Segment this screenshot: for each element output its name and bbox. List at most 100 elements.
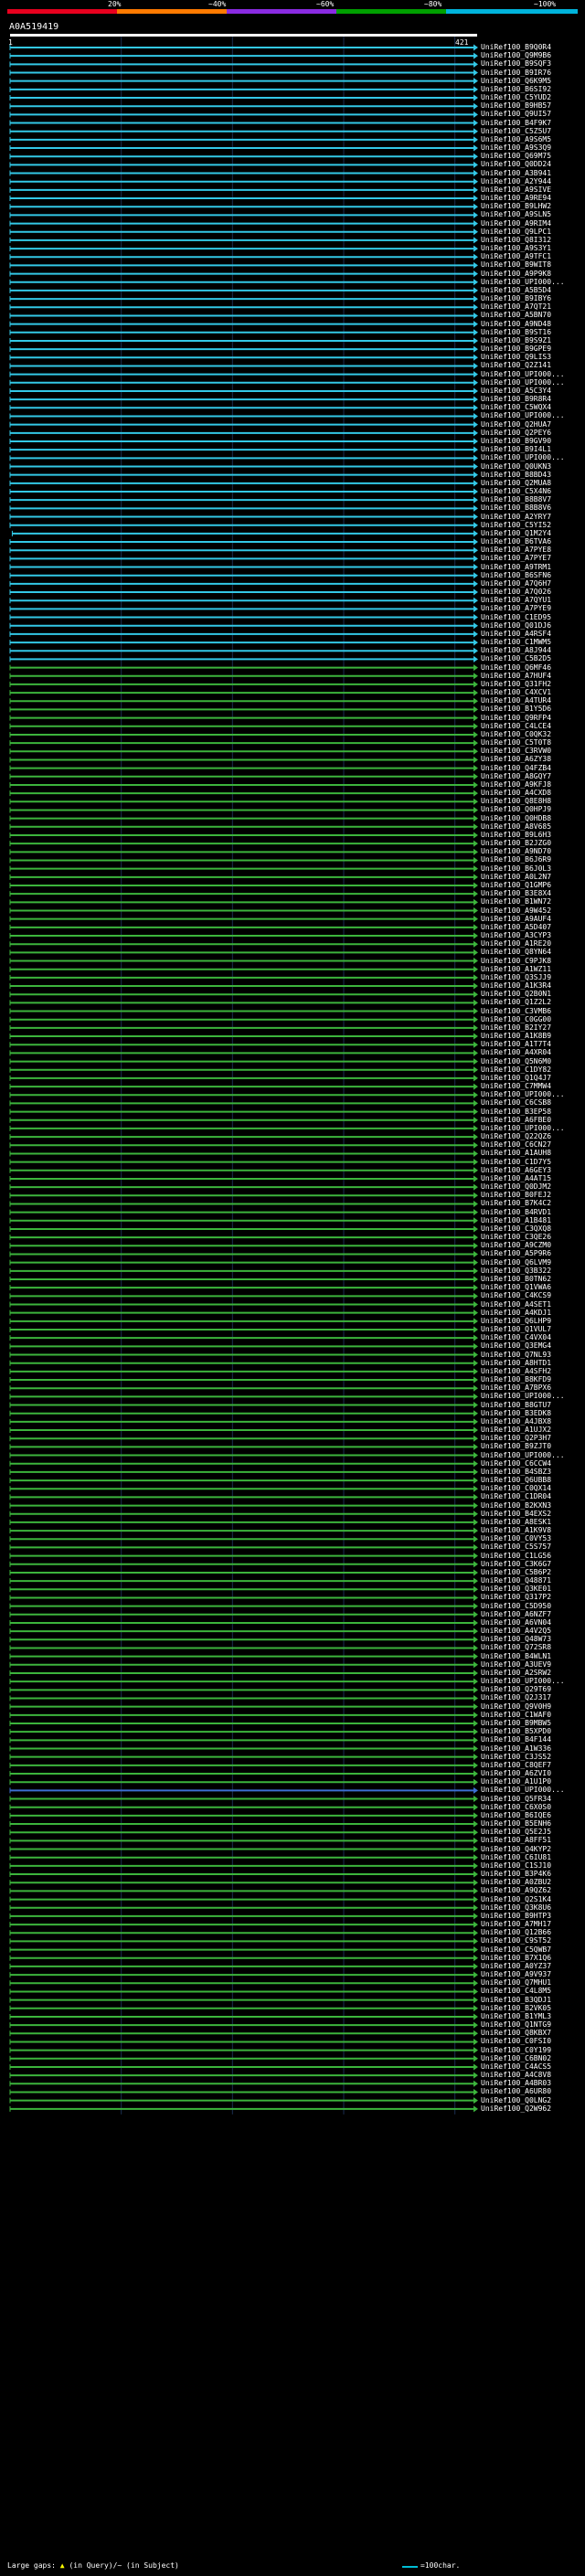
hit-row[interactable] — [9, 655, 478, 663]
hit-label[interactable]: UniRef100_Q2Z141 — [481, 361, 552, 370]
hit-row[interactable] — [9, 329, 478, 336]
hit-row[interactable] — [9, 1854, 478, 1861]
hit-label[interactable]: UniRef100_Q9M9B6 — [481, 51, 552, 60]
hit-row[interactable] — [9, 715, 478, 722]
hit-label[interactable]: UniRef100_B6TVA6 — [481, 537, 552, 546]
hit-row[interactable] — [9, 1535, 478, 1542]
hit-row[interactable] — [9, 2072, 478, 2079]
hit-label[interactable]: UniRef100_Q9UI57 — [481, 110, 552, 119]
hit-row[interactable] — [9, 1820, 478, 1828]
hit-label[interactable]: UniRef100_A1U1P0 — [481, 1777, 552, 1786]
hit-row[interactable] — [9, 60, 478, 68]
hit-label[interactable]: UniRef100_C6CN27 — [481, 1140, 552, 1150]
hit-label[interactable]: UniRef100_B3E8X4 — [481, 889, 552, 898]
hit-label[interactable]: UniRef100_A8FF51 — [481, 1836, 552, 1845]
hit-row[interactable] — [9, 555, 478, 562]
hit-row[interactable] — [9, 1167, 478, 1174]
hit-label[interactable]: UniRef100_B4EXS2 — [481, 1509, 552, 1518]
hit-label[interactable]: UniRef100_B2JZG0 — [481, 839, 552, 848]
hit-row[interactable] — [9, 1008, 478, 1015]
hit-row[interactable] — [9, 1426, 478, 1434]
hit-row[interactable] — [9, 1963, 478, 1970]
hit-label[interactable]: UniRef100_B3EDK8 — [481, 1408, 552, 1417]
hit-label[interactable]: UniRef100_C0QK32 — [481, 729, 552, 738]
hit-row[interactable] — [9, 2080, 478, 2087]
hit-row[interactable] — [9, 2005, 478, 2012]
hit-row[interactable] — [9, 597, 478, 604]
hit-row[interactable] — [9, 681, 478, 688]
hit-label[interactable]: UniRef100_B2KXN3 — [481, 1500, 552, 1510]
hit-row[interactable] — [9, 1267, 478, 1275]
hit-row[interactable] — [9, 362, 478, 369]
hit-label[interactable]: UniRef100_A7QT21 — [481, 302, 552, 312]
hit-row[interactable] — [9, 1829, 478, 1836]
hit-row[interactable] — [9, 237, 478, 244]
hit-label[interactable]: UniRef100_A4AT15 — [481, 1173, 552, 1182]
hit-label[interactable]: UniRef100_UPI000... — [481, 377, 565, 387]
hit-row[interactable] — [9, 312, 478, 319]
hit-row[interactable] — [9, 689, 478, 696]
hit-label[interactable]: UniRef100_A4C8V8 — [481, 2071, 552, 2080]
hit-label[interactable]: UniRef100_Q31FH2 — [481, 679, 552, 688]
hit-label[interactable]: UniRef100_A8V685 — [481, 822, 552, 831]
hit-label[interactable]: UniRef100_A1RE20 — [481, 939, 552, 949]
hit-label[interactable]: UniRef100_Q3K8U6 — [481, 1903, 552, 1912]
hit-label[interactable]: UniRef100_UPI000... — [481, 1786, 565, 1795]
hit-row[interactable] — [9, 1192, 478, 1199]
hit-label[interactable]: UniRef100_C5B2D5 — [481, 654, 552, 663]
hit-label[interactable]: UniRef100_A3UEV9 — [481, 1659, 552, 1669]
hit-label[interactable]: UniRef100_C8QEF7 — [481, 1760, 552, 1769]
hit-label[interactable]: UniRef100_Q2W962 — [481, 2104, 552, 2113]
hit-row[interactable] — [9, 1250, 478, 1257]
hit-row[interactable] — [9, 120, 478, 127]
hit-label[interactable]: UniRef100_B9SQF3 — [481, 59, 552, 69]
hit-row[interactable] — [9, 538, 478, 546]
hit-row[interactable] — [9, 840, 478, 847]
hit-row[interactable] — [9, 44, 478, 51]
hit-row[interactable] — [9, 396, 478, 403]
hit-row[interactable] — [9, 1712, 478, 1719]
hit-label[interactable]: UniRef100_C5T0T8 — [481, 738, 552, 747]
hit-label[interactable]: UniRef100_A5C3Y4 — [481, 386, 552, 395]
hit-label[interactable]: UniRef100_A9P9K8 — [481, 269, 552, 278]
hit-label[interactable]: UniRef100_B6SFN6 — [481, 570, 552, 579]
hit-row[interactable] — [9, 1418, 478, 1426]
hit-label[interactable]: UniRef100_Q0UKN3 — [481, 461, 552, 471]
hit-label[interactable]: UniRef100_Q3SJJ9 — [481, 972, 552, 981]
hit-row[interactable] — [9, 1796, 478, 1803]
hit-row[interactable] — [9, 991, 478, 998]
hit-row[interactable] — [9, 999, 478, 1006]
hit-row[interactable] — [9, 639, 478, 646]
hit-row[interactable] — [9, 1259, 478, 1267]
hit-row[interactable] — [9, 1150, 478, 1157]
hit-row[interactable] — [9, 815, 478, 822]
hit-label[interactable]: UniRef100_A6ZY38 — [481, 755, 552, 764]
hit-label[interactable]: UniRef100_Q6MF46 — [481, 663, 552, 672]
hit-row[interactable] — [9, 1543, 478, 1551]
hit-label[interactable]: UniRef100_Q3EMG4 — [481, 1341, 552, 1351]
hit-row[interactable] — [9, 1083, 478, 1090]
hit-label[interactable]: UniRef100_A1UJX2 — [481, 1426, 552, 1435]
hit-label[interactable]: UniRef100_A7BPX6 — [481, 1383, 552, 1393]
hit-label[interactable]: UniRef100_Q8I312 — [481, 235, 552, 244]
hit-label[interactable]: UniRef100_Q29T69 — [481, 1685, 552, 1694]
hit-row[interactable] — [9, 856, 478, 864]
hit-label[interactable]: UniRef100_C0GG00 — [481, 1014, 552, 1023]
hit-label[interactable]: UniRef100_Q2S1K4 — [481, 1894, 552, 1903]
hit-row[interactable] — [9, 161, 478, 168]
hit-row[interactable] — [9, 1611, 478, 1618]
hit-row[interactable] — [9, 522, 478, 529]
hit-label[interactable]: UniRef100_B9I4L1 — [481, 445, 552, 454]
hit-row[interactable] — [9, 1225, 478, 1233]
hit-row[interactable] — [9, 144, 478, 152]
hit-row[interactable] — [9, 371, 478, 378]
hit-label[interactable]: UniRef100_A4V2Q5 — [481, 1627, 552, 1636]
hit-row[interactable] — [9, 111, 478, 118]
hit-label[interactable]: UniRef100_A7PYE9 — [481, 604, 552, 613]
hit-label[interactable]: UniRef100_C3QXQ8 — [481, 1224, 552, 1233]
hit-row[interactable] — [9, 966, 478, 973]
hit-label[interactable]: UniRef100_Q1VUL7 — [481, 1325, 552, 1333]
hit-row[interactable] — [9, 1468, 478, 1476]
hit-label[interactable]: UniRef100_B9L6H3 — [481, 830, 552, 839]
hit-label[interactable]: UniRef100_C1SJ10 — [481, 1860, 552, 1870]
